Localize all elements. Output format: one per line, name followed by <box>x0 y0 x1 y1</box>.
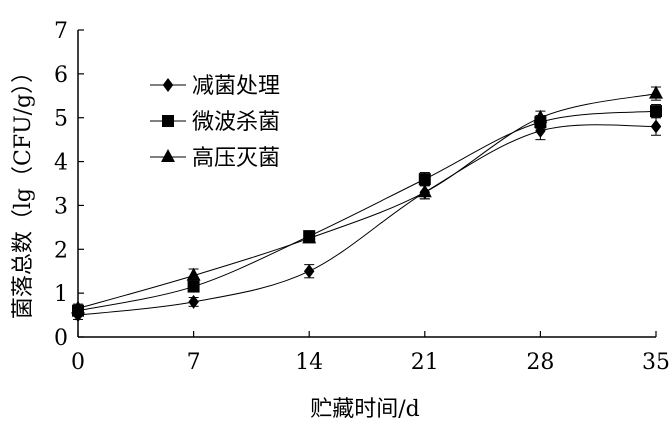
legend-label: 减菌处理 <box>192 74 280 99</box>
x-tick-label: 0 <box>71 350 85 375</box>
y-tick-label: 5 <box>54 107 68 132</box>
axes: 0 1 2 3 4 5 6 7 0 7 14 21 28 35 <box>54 19 669 375</box>
x-axis-label: 贮藏时间/d <box>310 397 420 422</box>
legend-marker-diamond <box>162 78 174 92</box>
data-point-triangle <box>533 109 548 123</box>
data-point-triangle <box>186 267 201 281</box>
y-tick-label: 1 <box>54 282 68 307</box>
data-point-diamond <box>650 119 662 134</box>
data-point-square <box>650 105 662 118</box>
x-tick-label: 21 <box>411 350 439 375</box>
series-line-2 <box>77 110 657 312</box>
y-tick-label: 2 <box>54 238 68 263</box>
y-tick-label: 7 <box>54 19 68 44</box>
y-tick-label: 3 <box>54 194 68 219</box>
data-point-triangle <box>417 184 432 198</box>
x-tick-label: 14 <box>295 350 323 375</box>
data-point-triangle <box>71 300 85 314</box>
series-line-3 <box>77 93 657 309</box>
data-point-triangle <box>649 85 663 99</box>
data-point-square <box>418 173 431 186</box>
legend-marker-square <box>162 115 174 127</box>
x-tick-label: 7 <box>187 350 201 375</box>
y-axis-label: 菌落总数（lg（CFU/g）） <box>11 61 36 319</box>
y-tick-label: 0 <box>54 326 68 351</box>
data-point-diamond <box>303 264 315 279</box>
legend-label: 微波杀菌 <box>192 110 280 135</box>
legend-label: 高压灭菌 <box>192 146 280 171</box>
y-tick-label: 6 <box>54 63 68 88</box>
y-tick-label: 4 <box>54 151 68 176</box>
series-line-1 <box>77 124 657 316</box>
legend-marker-triangle <box>161 149 175 162</box>
data-point-square <box>187 280 200 293</box>
x-tick-label: 35 <box>642 350 669 375</box>
data-point-diamond <box>188 294 199 309</box>
series-curves <box>77 93 657 316</box>
data-point-triangle <box>302 230 317 244</box>
x-tick-label: 28 <box>526 350 554 375</box>
series-markers <box>71 85 663 323</box>
